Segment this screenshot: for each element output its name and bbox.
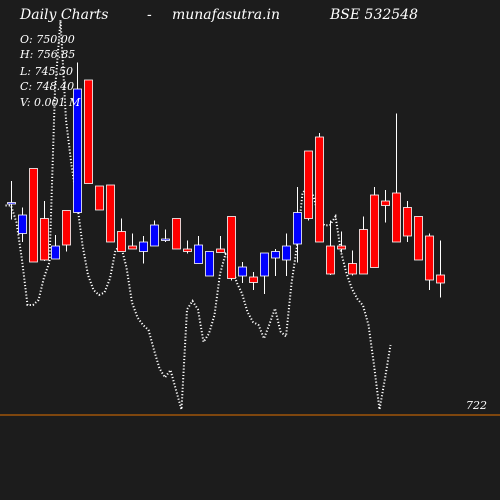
- candle-body-down: [403, 207, 412, 237]
- candle: [106, 184, 115, 243]
- candle-body-down: [172, 218, 181, 250]
- candle: [51, 235, 60, 260]
- candle: [29, 168, 38, 263]
- candle-body-down: [337, 245, 346, 250]
- dotted-line-path: [5, 19, 392, 410]
- candle: [7, 181, 16, 220]
- candle-body-down: [414, 216, 423, 261]
- candle: [194, 236, 203, 264]
- candle: [161, 229, 170, 242]
- candle-body-up: [7, 202, 16, 205]
- candle: [216, 236, 225, 253]
- candle-body-down: [117, 231, 126, 252]
- candle: [260, 252, 269, 294]
- candle: [392, 113, 401, 243]
- candle-body-down: [84, 79, 93, 184]
- candle: [436, 240, 445, 298]
- candle: [282, 233, 291, 276]
- candle: [172, 218, 181, 250]
- candle: [249, 272, 258, 290]
- candle-body-up: [73, 88, 82, 213]
- candles-group: [7, 62, 445, 298]
- candle: [117, 218, 126, 252]
- candle: [84, 79, 93, 184]
- candle: [271, 249, 280, 276]
- support-level-label: 722: [466, 399, 487, 412]
- candle: [359, 216, 368, 275]
- candle-body-down: [359, 229, 368, 275]
- candle-body-down: [370, 194, 379, 268]
- candle: [293, 187, 302, 263]
- candle: [150, 220, 159, 247]
- candle-body-up: [271, 251, 280, 259]
- candle-body-up: [161, 238, 170, 241]
- candle: [238, 262, 247, 283]
- low-value: L: 745.50: [19, 65, 73, 78]
- candle: [425, 233, 434, 290]
- candle-body-down: [183, 248, 192, 252]
- candle-body-down: [425, 235, 434, 281]
- candle: [337, 231, 346, 253]
- candle-body-down: [326, 245, 335, 275]
- candle-body-up: [139, 241, 148, 252]
- candle-body-down: [381, 200, 390, 206]
- candle-body-down: [40, 218, 49, 261]
- candle: [18, 207, 27, 242]
- candle-body-down: [436, 274, 445, 284]
- candle-body-down: [304, 150, 313, 219]
- candle-body-down: [95, 185, 104, 211]
- candle-body-down: [216, 248, 225, 253]
- candle-body-down: [29, 168, 38, 263]
- candle-body-up: [282, 245, 291, 261]
- close-value: C: 748.40: [20, 80, 74, 93]
- candle-body-down: [62, 210, 71, 246]
- candle-body-up: [260, 252, 269, 277]
- candle-body-down: [128, 245, 137, 250]
- candle-body-down: [392, 192, 401, 243]
- candle-body-up: [18, 214, 27, 234]
- volume-value: V: 0.001 M: [20, 96, 81, 109]
- candle-body-down: [348, 263, 357, 275]
- candle: [128, 233, 137, 250]
- candle-body-up: [150, 224, 159, 247]
- candle: [62, 210, 71, 252]
- candle: [370, 187, 379, 268]
- candle: [205, 251, 214, 277]
- candle-body-down: [315, 136, 324, 243]
- stock-symbol: BSE 532548: [329, 7, 418, 23]
- candle-body-down: [249, 276, 258, 283]
- site-name: munafasutra.in: [172, 7, 280, 23]
- candle-body-up: [205, 251, 214, 277]
- candle-body-down: [227, 216, 236, 279]
- chart-period-title: Daily Charts: [19, 7, 108, 23]
- candle: [304, 150, 313, 221]
- candle-body-up: [194, 244, 203, 264]
- open-value: O: 750.00: [20, 33, 75, 46]
- candle: [73, 62, 82, 213]
- candle-body-up: [293, 212, 302, 245]
- candle: [139, 236, 148, 264]
- candle: [95, 185, 104, 211]
- candle: [381, 190, 390, 223]
- candle-body-up: [51, 245, 60, 260]
- candle-body-down: [106, 184, 115, 243]
- candle: [348, 250, 357, 276]
- candle: [227, 216, 236, 281]
- candle: [403, 201, 412, 242]
- candle: [315, 133, 324, 243]
- candle: [326, 220, 335, 275]
- dotted-average-line: [5, 19, 392, 410]
- header-separator: -: [147, 7, 152, 23]
- candle: [40, 201, 49, 261]
- high-value: H: 756.85: [19, 48, 75, 61]
- candle: [183, 240, 192, 254]
- candle-body-up: [238, 266, 247, 277]
- candle: [414, 216, 423, 261]
